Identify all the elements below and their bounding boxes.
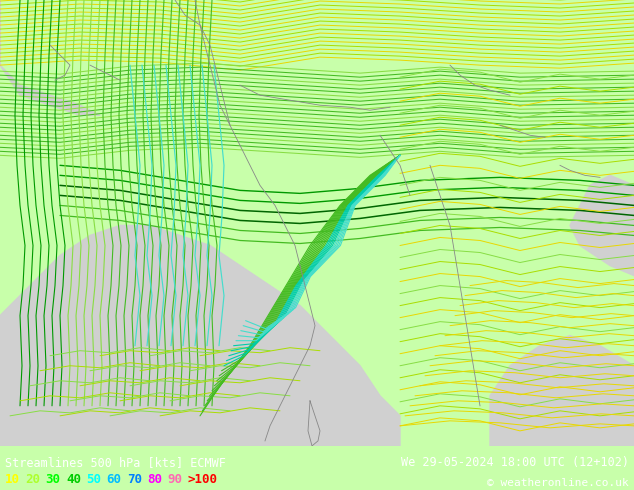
Text: 20: 20 [25,473,41,487]
Text: 40: 40 [66,473,81,487]
Polygon shape [490,336,634,446]
Text: 60: 60 [107,473,122,487]
Polygon shape [0,225,400,446]
Text: © weatheronline.co.uk: © weatheronline.co.uk [487,478,629,488]
Text: 50: 50 [86,473,101,487]
Text: 80: 80 [147,473,162,487]
Text: 10: 10 [5,473,20,487]
Text: 90: 90 [167,473,183,487]
Polygon shape [570,175,634,275]
Text: 30: 30 [46,473,61,487]
Text: 70: 70 [127,473,142,487]
Text: Streamlines 500 hPa [kts] ECMWF: Streamlines 500 hPa [kts] ECMWF [5,456,226,468]
Text: We 29-05-2024 18:00 UTC (12+102): We 29-05-2024 18:00 UTC (12+102) [401,456,629,468]
Text: >100: >100 [188,473,217,487]
Polygon shape [0,0,100,115]
